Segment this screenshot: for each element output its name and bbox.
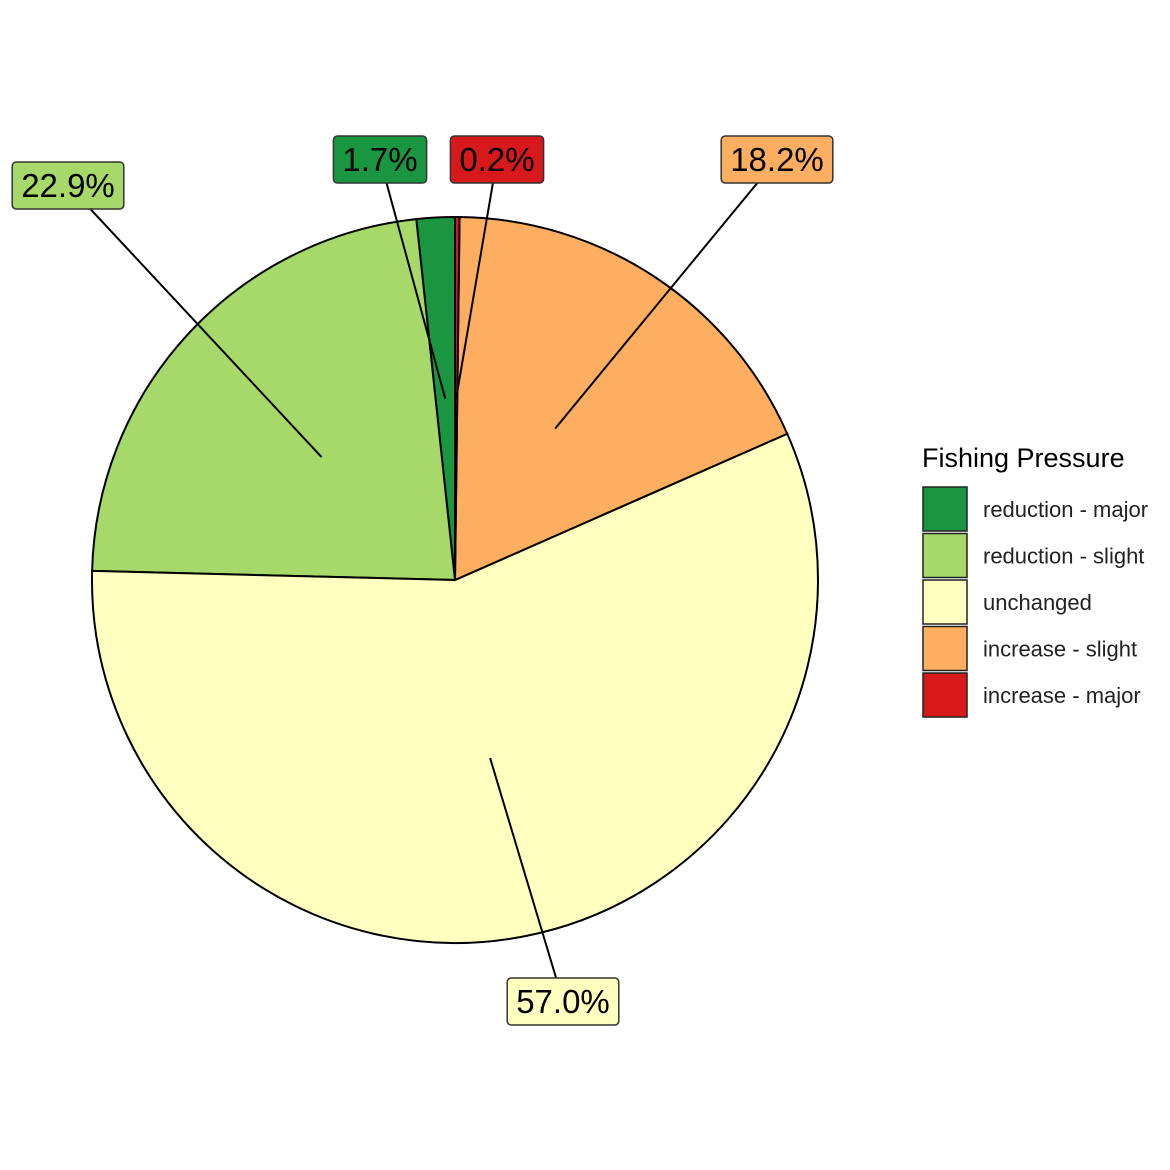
slice-label-text: 22.9% xyxy=(21,167,115,204)
leader-line xyxy=(67,184,323,458)
leader-line xyxy=(554,158,778,430)
slice-label: 1.7% xyxy=(332,135,428,184)
leader-line xyxy=(489,757,564,1002)
legend-key-swatch xyxy=(922,486,968,532)
pie-slices xyxy=(91,215,819,944)
pie-slice-increase-slight xyxy=(453,216,789,582)
label-leader-lines xyxy=(67,158,778,1002)
legend-key-swatch xyxy=(922,672,968,718)
leader-line xyxy=(379,158,447,400)
slice-label: 0.2% xyxy=(449,135,545,184)
slice-label-box xyxy=(449,135,545,184)
legend: Fishing Pressure reduction - majorreduct… xyxy=(922,443,1148,718)
slice-label-box xyxy=(506,977,620,1026)
pie-slice-increase-major xyxy=(454,215,461,581)
pie-slice-reduction-slight xyxy=(91,217,457,582)
slice-label-text: 57.0% xyxy=(516,983,610,1020)
slice-label: 22.9% xyxy=(11,161,125,210)
slice-label-text: 0.2% xyxy=(459,141,534,178)
legend-key-swatch xyxy=(922,579,968,625)
legend-item-label: increase - major xyxy=(983,683,1141,708)
legend-key-swatch xyxy=(922,625,968,672)
slice-label-text: 18.2% xyxy=(730,141,824,178)
slice-label: 57.0% xyxy=(506,977,620,1026)
legend-key-swatch xyxy=(922,532,968,579)
legend-item-label: unchanged xyxy=(983,590,1092,615)
slice-labels: 1.7% 22.9% 57.0% 18.2% 0.2% xyxy=(11,135,834,1026)
pie-slice-unchanged xyxy=(91,432,819,944)
legend-title: Fishing Pressure xyxy=(922,443,1125,473)
slice-label-box xyxy=(11,161,125,210)
slice-label-text: 1.7% xyxy=(342,141,417,178)
slice-label-box xyxy=(720,135,834,184)
slice-label-box xyxy=(332,135,428,184)
legend-item-label: reduction - major xyxy=(983,497,1148,522)
legend-item-label: reduction - slight xyxy=(983,544,1144,569)
leader-line xyxy=(455,158,498,399)
legend-items: reduction - major reduction - slight uncha… xyxy=(922,486,1148,718)
slice-label: 18.2% xyxy=(720,135,834,184)
legend-item-label: increase - slight xyxy=(983,637,1137,662)
